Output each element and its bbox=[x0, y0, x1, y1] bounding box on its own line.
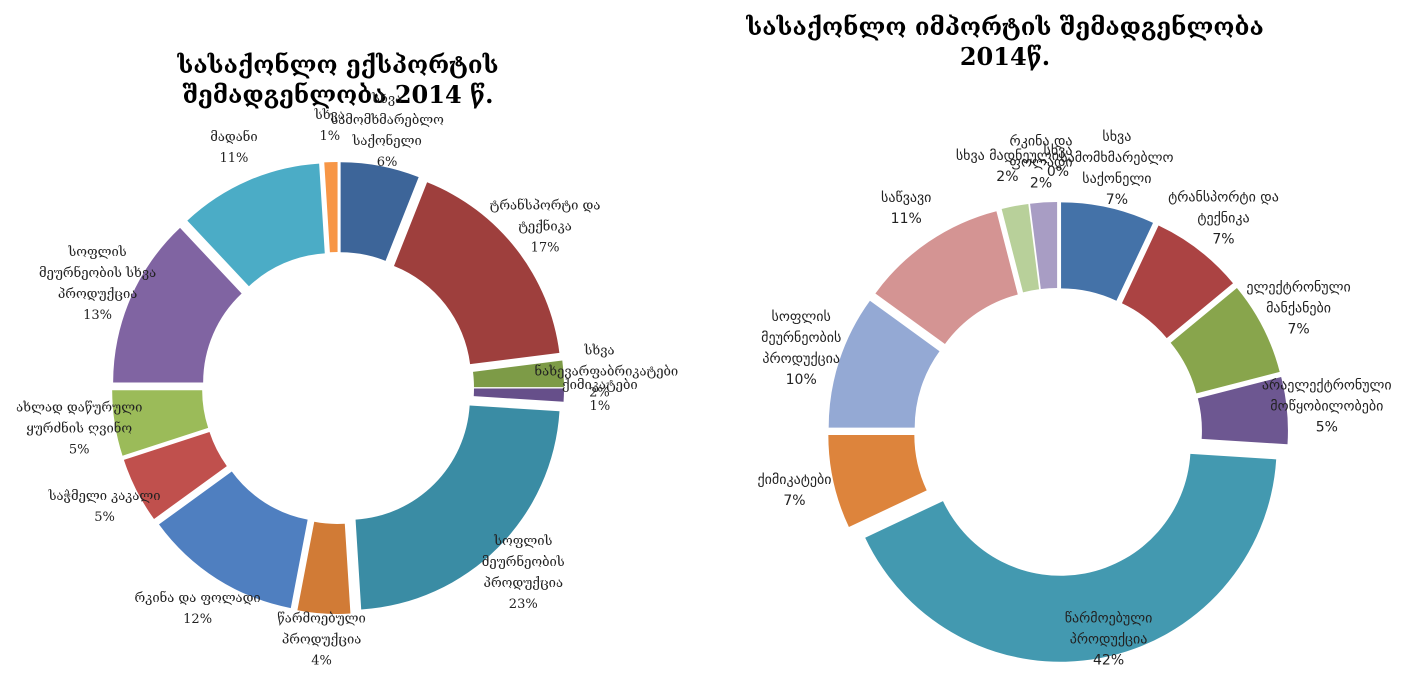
value-label: 2% bbox=[996, 168, 1019, 185]
slice-label: ტრანსპორტი და ტექნიკა 7% bbox=[1158, 187, 1288, 250]
pie-slice bbox=[355, 405, 560, 610]
value-label: 1% bbox=[319, 129, 341, 145]
pie-slice bbox=[187, 163, 325, 287]
chart-title: სასაქონლო იმპორტის შემადგენლობა 2014წ. bbox=[746, 12, 1264, 71]
value-label: 6% bbox=[376, 154, 398, 170]
category-label: არაელექტრონული მოწყობილობები bbox=[1261, 377, 1392, 415]
category-label: ახლად დაწურული ყურძნის ღვინო bbox=[16, 400, 143, 437]
category-label: ტრანსპორტი და ტექნიკა bbox=[489, 198, 601, 235]
slice-label: საწვავი 11% bbox=[841, 188, 971, 230]
pie-slice bbox=[865, 453, 1277, 662]
category-label: სხვა ნახევარფაბრიკატები bbox=[534, 343, 679, 380]
slice-label: სოფლის მეურნეობის სხვა პროდუქცია 13% bbox=[33, 242, 163, 326]
value-label: 10% bbox=[785, 371, 817, 388]
category-label: ელექტრონული მანქანები bbox=[1246, 279, 1351, 317]
value-label: 23% bbox=[508, 597, 538, 613]
value-label: 4% bbox=[311, 653, 332, 669]
slice-label: სხვა სამომხმარებლო საქონელი 6% bbox=[322, 89, 452, 173]
category-label: სოფლის მეურნეობის პროდუქცია bbox=[761, 308, 842, 367]
slice-label: ტრანსპორტი და ტექნიკა 17% bbox=[480, 196, 610, 259]
slice-label: ახლად დაწურული ყურძნის ღვინო 5% bbox=[14, 397, 144, 460]
category-label: მადანი bbox=[210, 129, 258, 145]
value-label: 7% bbox=[1287, 321, 1310, 338]
category-label: სხვა სამომხმარებლო საქონელი bbox=[330, 91, 444, 149]
category-label: რკინა და ფოლადი bbox=[134, 591, 261, 607]
value-label: 5% bbox=[94, 509, 115, 525]
category-label: ქიმიკატები bbox=[562, 378, 638, 394]
pie-slice bbox=[297, 521, 351, 614]
slice-label: სხვა ნახევარფაბრიკატები 2% bbox=[534, 340, 679, 403]
value-label: 7% bbox=[783, 492, 806, 509]
category-label: წარმოებული პროდუქცია bbox=[277, 611, 366, 648]
value-label: 17% bbox=[530, 240, 560, 256]
category-label: საწვავი bbox=[881, 189, 932, 206]
pie-slice bbox=[1197, 376, 1288, 445]
pie-slice bbox=[393, 182, 560, 365]
slice-label: სოფლის მეურნეობის პროდუქცია 23% bbox=[458, 531, 588, 615]
pie-slice bbox=[1121, 225, 1234, 339]
category-label: სხვა bbox=[1043, 143, 1073, 159]
value-label: 1% bbox=[589, 399, 611, 415]
slice-label: ელექტრონული მანქანები 7% bbox=[1234, 278, 1364, 341]
pie-slice bbox=[1170, 287, 1280, 394]
pie-slice bbox=[473, 360, 564, 388]
slice-label: სხვა მადნეული 2% bbox=[942, 146, 1072, 188]
slice-label: საჭმელი კაკალი 5% bbox=[40, 486, 170, 528]
slice-label: სხვა 0% bbox=[993, 141, 1123, 183]
pie-slice bbox=[828, 435, 927, 528]
slice-label: არაელექტრონული მოწყობილობები 5% bbox=[1262, 375, 1392, 438]
chart-title: სასაქონლო ექსპორტის შემადგენლობა 2014 წ. bbox=[177, 50, 499, 109]
pie-slice bbox=[828, 300, 940, 428]
value-label: 5% bbox=[68, 442, 90, 458]
value-label: 5% bbox=[1315, 419, 1338, 436]
value-label: 13% bbox=[83, 307, 112, 323]
category-label: სხვა სამომხმარებლო საქონელი bbox=[1060, 128, 1174, 187]
value-label: 7% bbox=[1212, 231, 1235, 248]
slice-label: რკინა და ფოლადი 2% bbox=[976, 131, 1106, 194]
pie-slice bbox=[158, 471, 308, 609]
slice-label: სხვა 1% bbox=[265, 105, 395, 147]
value-label: 11% bbox=[890, 210, 922, 227]
slice-label: წარმოებული პროდუქცია 42% bbox=[1044, 609, 1174, 672]
pie-slice bbox=[1001, 203, 1040, 293]
pie-slice bbox=[123, 432, 227, 519]
category-label: წარმოებული პროდუქცია bbox=[1064, 610, 1153, 648]
slice-label: სოფლის მეურნეობის პროდუქცია 10% bbox=[736, 307, 866, 391]
category-label: სხვა bbox=[314, 108, 345, 124]
slice-label: ქიმიკატები 7% bbox=[730, 470, 860, 512]
category-label: საჭმელი კაკალი bbox=[48, 488, 161, 504]
slice-label: წარმოებული პროდუქცია 4% bbox=[257, 609, 387, 672]
pie-slice bbox=[875, 211, 1018, 345]
value-label: 0% bbox=[1046, 164, 1070, 180]
value-label: 7% bbox=[1105, 191, 1128, 208]
slice-label: ქიმიკატები 1% bbox=[535, 375, 665, 417]
slice-label: სხვა სამომხმარებლო საქონელი 7% bbox=[1052, 127, 1182, 211]
pie-slice bbox=[340, 162, 419, 261]
value-label: 12% bbox=[183, 612, 213, 628]
category-label: რკინა და ფოლადი bbox=[1009, 133, 1073, 171]
pie-slice bbox=[1061, 202, 1154, 301]
category-label: ტრანსპორტი და ტექნიკა bbox=[1168, 189, 1279, 227]
value-label: 42% bbox=[1093, 652, 1125, 669]
category-label: სხვა მადნეული bbox=[955, 147, 1059, 164]
value-label: 2% bbox=[1029, 175, 1053, 192]
slice-label: მადანი 11% bbox=[169, 127, 299, 169]
value-label: 11% bbox=[219, 150, 249, 166]
slice-label: რკინა და ფოლადი 12% bbox=[133, 588, 263, 630]
value-label: 2% bbox=[589, 385, 610, 401]
pie-slice bbox=[112, 390, 209, 456]
pie-slice bbox=[113, 227, 242, 383]
pie-slice bbox=[473, 388, 564, 402]
pie-slice bbox=[1030, 202, 1058, 290]
category-label: სოფლის მეურნეობის სხვა პროდუქცია bbox=[38, 244, 157, 302]
category-label: ქიმიკატები bbox=[757, 471, 832, 488]
category-label: სოფლის მეურნეობის პროდუქცია bbox=[481, 534, 565, 592]
pie-slice bbox=[324, 162, 338, 253]
